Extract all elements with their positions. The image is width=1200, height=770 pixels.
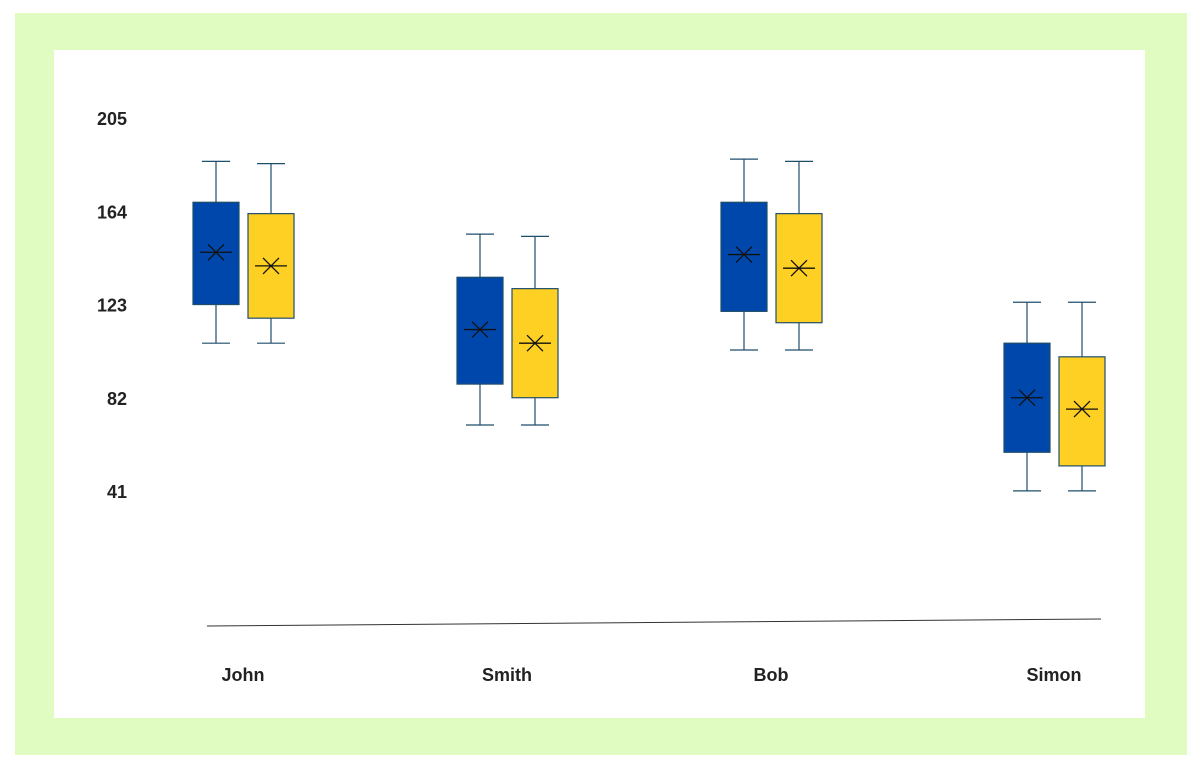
mean-marker	[783, 259, 815, 277]
mean-marker	[728, 246, 760, 264]
y-tick-label: 82	[107, 389, 127, 409]
y-tick-label: 205	[97, 109, 127, 129]
x-axis-line	[206, 618, 1102, 627]
mean-marker	[200, 243, 232, 261]
box	[456, 276, 504, 385]
mean-marker	[1011, 389, 1043, 407]
x-tick-label: Simon	[1026, 665, 1081, 685]
y-tick-label: 41	[107, 482, 127, 502]
mean-marker	[464, 321, 496, 339]
y-tick-label: 164	[97, 202, 127, 222]
plot-panel	[54, 50, 1145, 718]
x-tick-label: Smith	[482, 665, 532, 685]
box	[720, 201, 768, 312]
box	[1058, 356, 1106, 467]
mean-marker	[519, 334, 551, 352]
mean-marker	[255, 257, 287, 275]
y-tick-label: 123	[97, 296, 127, 316]
box	[192, 201, 240, 306]
x-tick-label: John	[222, 665, 265, 685]
x-tick-label: Bob	[754, 665, 789, 685]
mean-marker	[1066, 400, 1098, 418]
